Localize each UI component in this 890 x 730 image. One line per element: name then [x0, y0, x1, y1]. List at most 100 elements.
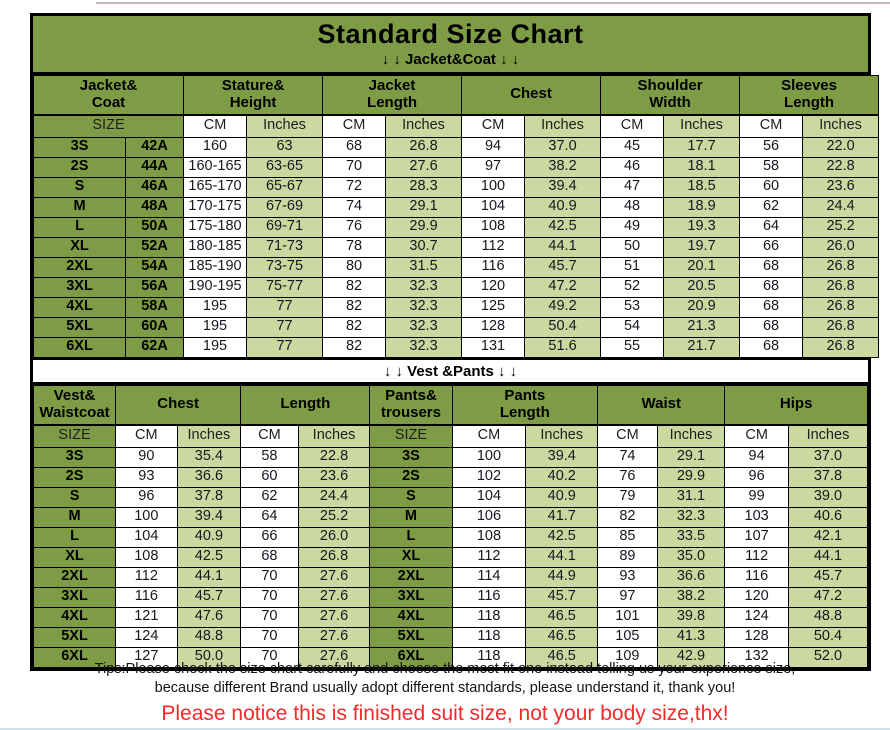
cell: 27.6	[385, 156, 463, 178]
cell: 2XL	[32, 566, 117, 588]
cell: 36.6	[656, 566, 726, 588]
cell: 62A	[124, 336, 185, 358]
cell: 70	[240, 646, 299, 668]
cell: 22.0	[802, 136, 880, 158]
cell: 21.7	[663, 336, 741, 358]
cell: 4XL	[32, 606, 117, 628]
cell: 54	[600, 316, 665, 338]
cell: 50.4	[524, 316, 602, 338]
cell: 180-185	[183, 236, 248, 258]
cell: 26.0	[802, 236, 880, 258]
cell: 108	[115, 546, 178, 568]
jacket-table-body: 3S 42A 160 63 68 26.8 94 37.0 45 17.7 56 22.0 2S 44A 1…	[33, 136, 880, 358]
cell: 3XL	[32, 586, 117, 608]
cell: 52	[600, 276, 665, 298]
cell: 23.6	[297, 466, 371, 488]
cell: 49.2	[524, 296, 602, 318]
chart-title-block: Standard Size Chart ↓ ↓ Jacket&Coat ↓ ↓	[33, 16, 868, 75]
cell: 77	[246, 336, 324, 358]
cell: 32.3	[385, 296, 463, 318]
cell: 68	[739, 296, 804, 318]
cell: 42.9	[656, 646, 726, 668]
cell: 63-65	[246, 156, 324, 178]
cell: 5XL	[32, 626, 117, 648]
cell: 26.8	[802, 296, 880, 318]
cell: 29.9	[656, 466, 726, 488]
cell: 22.8	[802, 156, 880, 178]
cell: 2S	[33, 156, 126, 178]
cell: 68	[322, 136, 387, 158]
cell: 116	[451, 586, 527, 608]
cell: 42.5	[524, 216, 602, 238]
cell: M	[32, 506, 117, 528]
cell: 127	[115, 646, 178, 668]
top-divider-line	[96, 2, 890, 4]
units-header: CM	[597, 423, 658, 448]
cell: 56	[739, 136, 804, 158]
cell: 60	[240, 466, 299, 488]
cell: 20.9	[663, 296, 741, 318]
cell: 170-175	[183, 196, 248, 218]
cell: 62	[739, 196, 804, 218]
cell: 65-67	[246, 176, 324, 198]
cell: 31.5	[385, 256, 463, 278]
cell: 32.3	[385, 316, 463, 338]
cell: 89	[597, 546, 658, 568]
column-header: Sleeves Length	[739, 74, 880, 116]
tips-line-2: because different Brand usually adopt di…	[154, 679, 736, 696]
cell: 93	[597, 566, 658, 588]
cell: 42A	[124, 136, 185, 158]
cell: 71-73	[246, 236, 324, 258]
cell: 132	[724, 646, 789, 668]
vest-table-body: 3S 90 35.4 58 22.8 3S 100 39.4 74 29.1 94 37.0 2S 93 3…	[32, 446, 869, 668]
cell: 44.1	[787, 546, 869, 568]
cell: 104	[461, 196, 526, 218]
cell: 45	[600, 136, 665, 158]
table-row: L 104 40.9 66 26.0 L 108 42.5 85 33.5 107 42.1	[32, 526, 869, 548]
cell: 6XL	[369, 646, 453, 668]
vest-pants-divider-label: ↓ ↓ Vest &Pants ↓ ↓	[383, 362, 518, 380]
cell: 75-77	[246, 276, 324, 298]
cell: 82	[322, 276, 387, 298]
cell: 27.6	[297, 626, 371, 648]
column-header: Vest& Waistcoat	[32, 384, 117, 426]
cell: 39.0	[787, 486, 869, 508]
cell: 39.4	[524, 176, 602, 198]
table-row: 2XL 54A 185-190 73-75 80 31.5 116 45.7 51 20.1 68 2…	[33, 256, 880, 278]
vest-pants-table: Vest& Waistcoat Chest Length Pants& trou…	[32, 384, 869, 668]
cell: 28.3	[385, 176, 463, 198]
cell: 26.8	[385, 136, 463, 158]
cell: 37.8	[176, 486, 242, 508]
cell: 40.9	[176, 526, 242, 548]
cell: 38.2	[524, 156, 602, 178]
cell: 50A	[124, 216, 185, 238]
cell: 68	[739, 316, 804, 338]
column-header: Shoulder Width	[600, 74, 741, 116]
cell: 44.9	[525, 566, 599, 588]
table-row: 6XL 62A 195 77 82 32.3 131 51.6 55 21.7 68 26.8	[33, 336, 880, 358]
cell: 124	[115, 626, 178, 648]
cell: 76	[597, 466, 658, 488]
cell: 47.2	[787, 586, 869, 608]
cell: 32.3	[385, 336, 463, 358]
cell: 48.8	[176, 626, 242, 648]
cell: 29.1	[656, 446, 726, 468]
cell: 77	[246, 316, 324, 338]
cell: 46.5	[525, 606, 599, 628]
units-header: SIZE	[369, 423, 453, 448]
cell: 100	[461, 176, 526, 198]
cell: 22.8	[297, 446, 371, 468]
units-header: Inches	[385, 113, 463, 138]
cell: 26.8	[802, 316, 880, 338]
bottom-divider-line	[0, 728, 890, 730]
cell: 160	[183, 136, 248, 158]
cell: 26.8	[802, 336, 880, 358]
table-row: 3S 42A 160 63 68 26.8 94 37.0 45 17.7 56 22.0	[33, 136, 880, 158]
cell: 106	[451, 506, 527, 528]
cell: 40.9	[524, 196, 602, 218]
cell: 27.6	[297, 606, 371, 628]
column-header: Chest	[461, 74, 602, 116]
cell: 52A	[124, 236, 185, 258]
cell: 94	[724, 446, 789, 468]
cell: 60	[739, 176, 804, 198]
